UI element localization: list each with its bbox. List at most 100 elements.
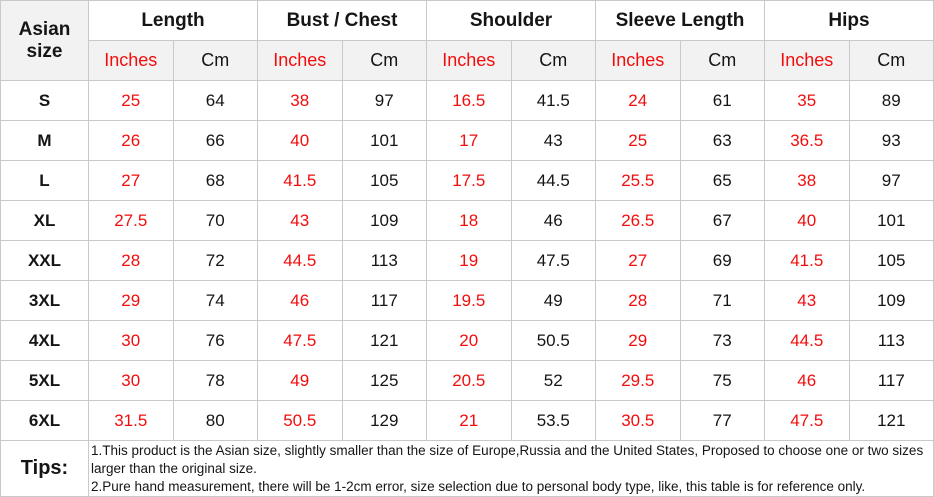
size-label: S bbox=[0, 80, 89, 121]
inches-value: 29 bbox=[595, 320, 681, 361]
inches-value: 40 bbox=[257, 120, 343, 161]
inches-value: 19.5 bbox=[426, 280, 512, 321]
inches-value: 24 bbox=[595, 80, 681, 121]
inches-value: 46 bbox=[764, 360, 850, 401]
cm-value: 43 bbox=[510, 120, 596, 161]
cm-value: 80 bbox=[172, 400, 258, 441]
cm-value: 63 bbox=[679, 120, 765, 161]
cm-value: 67 bbox=[679, 200, 765, 241]
cm-value: 44.5 bbox=[510, 160, 596, 201]
unit-header-row: Inches Cm Inches Cm Inches Cm Inches Cm … bbox=[1, 40, 934, 81]
inches-value: 38 bbox=[764, 160, 850, 201]
group-header-length: Length bbox=[88, 0, 258, 41]
inches-value: 27.5 bbox=[88, 200, 174, 241]
table-row: L 27 68 41.5 105 17.5 44.5 25.5 65 38 97 bbox=[0, 160, 934, 201]
cm-value: 97 bbox=[848, 160, 934, 201]
size-rows: S 25 64 38 97 16.5 41.5 24 61 35 89 M 26 66 40 101 17 43 2… bbox=[0, 80, 934, 441]
inches-value: 16.5 bbox=[426, 80, 512, 121]
size-label: 6XL bbox=[0, 400, 89, 441]
cm-value: 68 bbox=[172, 160, 258, 201]
inches-value: 29 bbox=[88, 280, 174, 321]
inches-value: 19 bbox=[426, 240, 512, 281]
cm-value: 97 bbox=[341, 80, 427, 121]
cm-value: 74 bbox=[172, 280, 258, 321]
group-header-sleeve-length: Sleeve Length bbox=[595, 0, 765, 41]
cm-value: 117 bbox=[848, 360, 934, 401]
cm-value: 101 bbox=[341, 120, 427, 161]
unit-header-inches: Inches bbox=[257, 40, 343, 81]
unit-header-inches: Inches bbox=[595, 40, 681, 81]
cm-value: 93 bbox=[848, 120, 934, 161]
table-row: 5XL 30 78 49 125 20.5 52 29.5 75 46 117 bbox=[0, 360, 934, 401]
table-row: XXL 28 72 44.5 113 19 47.5 27 69 41.5 105 bbox=[0, 240, 934, 281]
cm-value: 113 bbox=[848, 320, 934, 361]
table-row: S 25 64 38 97 16.5 41.5 24 61 35 89 bbox=[0, 80, 934, 121]
inches-value: 36.5 bbox=[764, 120, 850, 161]
group-header-hips: Hips bbox=[764, 0, 934, 41]
cm-value: 125 bbox=[341, 360, 427, 401]
size-label: 3XL bbox=[0, 280, 89, 321]
inches-value: 30 bbox=[88, 320, 174, 361]
inches-value: 28 bbox=[88, 240, 174, 281]
size-label: L bbox=[0, 160, 89, 201]
cm-value: 109 bbox=[341, 200, 427, 241]
inches-value: 30.5 bbox=[595, 400, 681, 441]
inches-value: 27 bbox=[595, 240, 681, 281]
unit-header-cm: Cm bbox=[848, 40, 934, 81]
tips-note-2: 2.Pure hand measurement, there will be 1… bbox=[91, 478, 866, 494]
cm-value: 64 bbox=[172, 80, 258, 121]
group-header-bust-chest: Bust / Chest bbox=[257, 0, 427, 41]
cm-value: 75 bbox=[679, 360, 765, 401]
unit-header-inches: Inches bbox=[426, 40, 512, 81]
size-label: XXL bbox=[0, 240, 89, 281]
table-row: 3XL 29 74 46 117 19.5 49 28 71 43 109 bbox=[0, 280, 934, 321]
cm-value: 47.5 bbox=[510, 240, 596, 281]
cm-value: 129 bbox=[341, 400, 427, 441]
inches-value: 17.5 bbox=[426, 160, 512, 201]
inches-value: 25 bbox=[595, 120, 681, 161]
cm-value: 49 bbox=[510, 280, 596, 321]
corner-header-asian-size: Asian size bbox=[0, 0, 89, 81]
inches-value: 28 bbox=[595, 280, 681, 321]
cm-value: 69 bbox=[679, 240, 765, 281]
inches-value: 25 bbox=[88, 80, 174, 121]
inches-value: 21 bbox=[426, 400, 512, 441]
inches-value: 44.5 bbox=[257, 240, 343, 281]
inches-value: 50.5 bbox=[257, 400, 343, 441]
inches-value: 26 bbox=[88, 120, 174, 161]
tips-text: 1.This product is the Asian size, slight… bbox=[88, 439, 934, 497]
cm-value: 117 bbox=[341, 280, 427, 321]
cm-value: 76 bbox=[172, 320, 258, 361]
inches-value: 30 bbox=[88, 360, 174, 401]
cm-value: 41.5 bbox=[510, 80, 596, 121]
inches-value: 44.5 bbox=[764, 320, 850, 361]
table-row: XL 27.5 70 43 109 18 46 26.5 67 40 101 bbox=[0, 200, 934, 241]
inches-value: 29.5 bbox=[595, 360, 681, 401]
cm-value: 109 bbox=[848, 280, 934, 321]
cm-value: 52 bbox=[510, 360, 596, 401]
cm-value: 113 bbox=[341, 240, 427, 281]
inches-value: 31.5 bbox=[88, 400, 174, 441]
tips-row: Tips: 1.This product is the Asian size, … bbox=[0, 439, 934, 497]
cm-value: 53.5 bbox=[510, 400, 596, 441]
tips-note-1: 1.This product is the Asian size, slight… bbox=[91, 443, 924, 476]
cm-value: 73 bbox=[679, 320, 765, 361]
cm-value: 77 bbox=[679, 400, 765, 441]
inches-value: 26.5 bbox=[595, 200, 681, 241]
inches-value: 41.5 bbox=[764, 240, 850, 281]
table-row: 6XL 31.5 80 50.5 129 21 53.5 30.5 77 47.5 121 bbox=[0, 400, 934, 441]
group-header-row: Asian size Length Bust / Chest Shoulder … bbox=[0, 0, 934, 81]
cm-value: 121 bbox=[848, 400, 934, 441]
cm-value: 105 bbox=[848, 240, 934, 281]
inches-value: 47.5 bbox=[257, 320, 343, 361]
size-chart-header: Asian size Length Bust / Chest Shoulder … bbox=[0, 0, 934, 81]
group-header-shoulder: Shoulder bbox=[426, 0, 596, 41]
cm-value: 78 bbox=[172, 360, 258, 401]
inches-value: 43 bbox=[257, 200, 343, 241]
inches-value: 40 bbox=[764, 200, 850, 241]
inches-value: 20.5 bbox=[426, 360, 512, 401]
inches-value: 43 bbox=[764, 280, 850, 321]
unit-header-cm: Cm bbox=[172, 40, 258, 81]
inches-value: 27 bbox=[88, 160, 174, 201]
